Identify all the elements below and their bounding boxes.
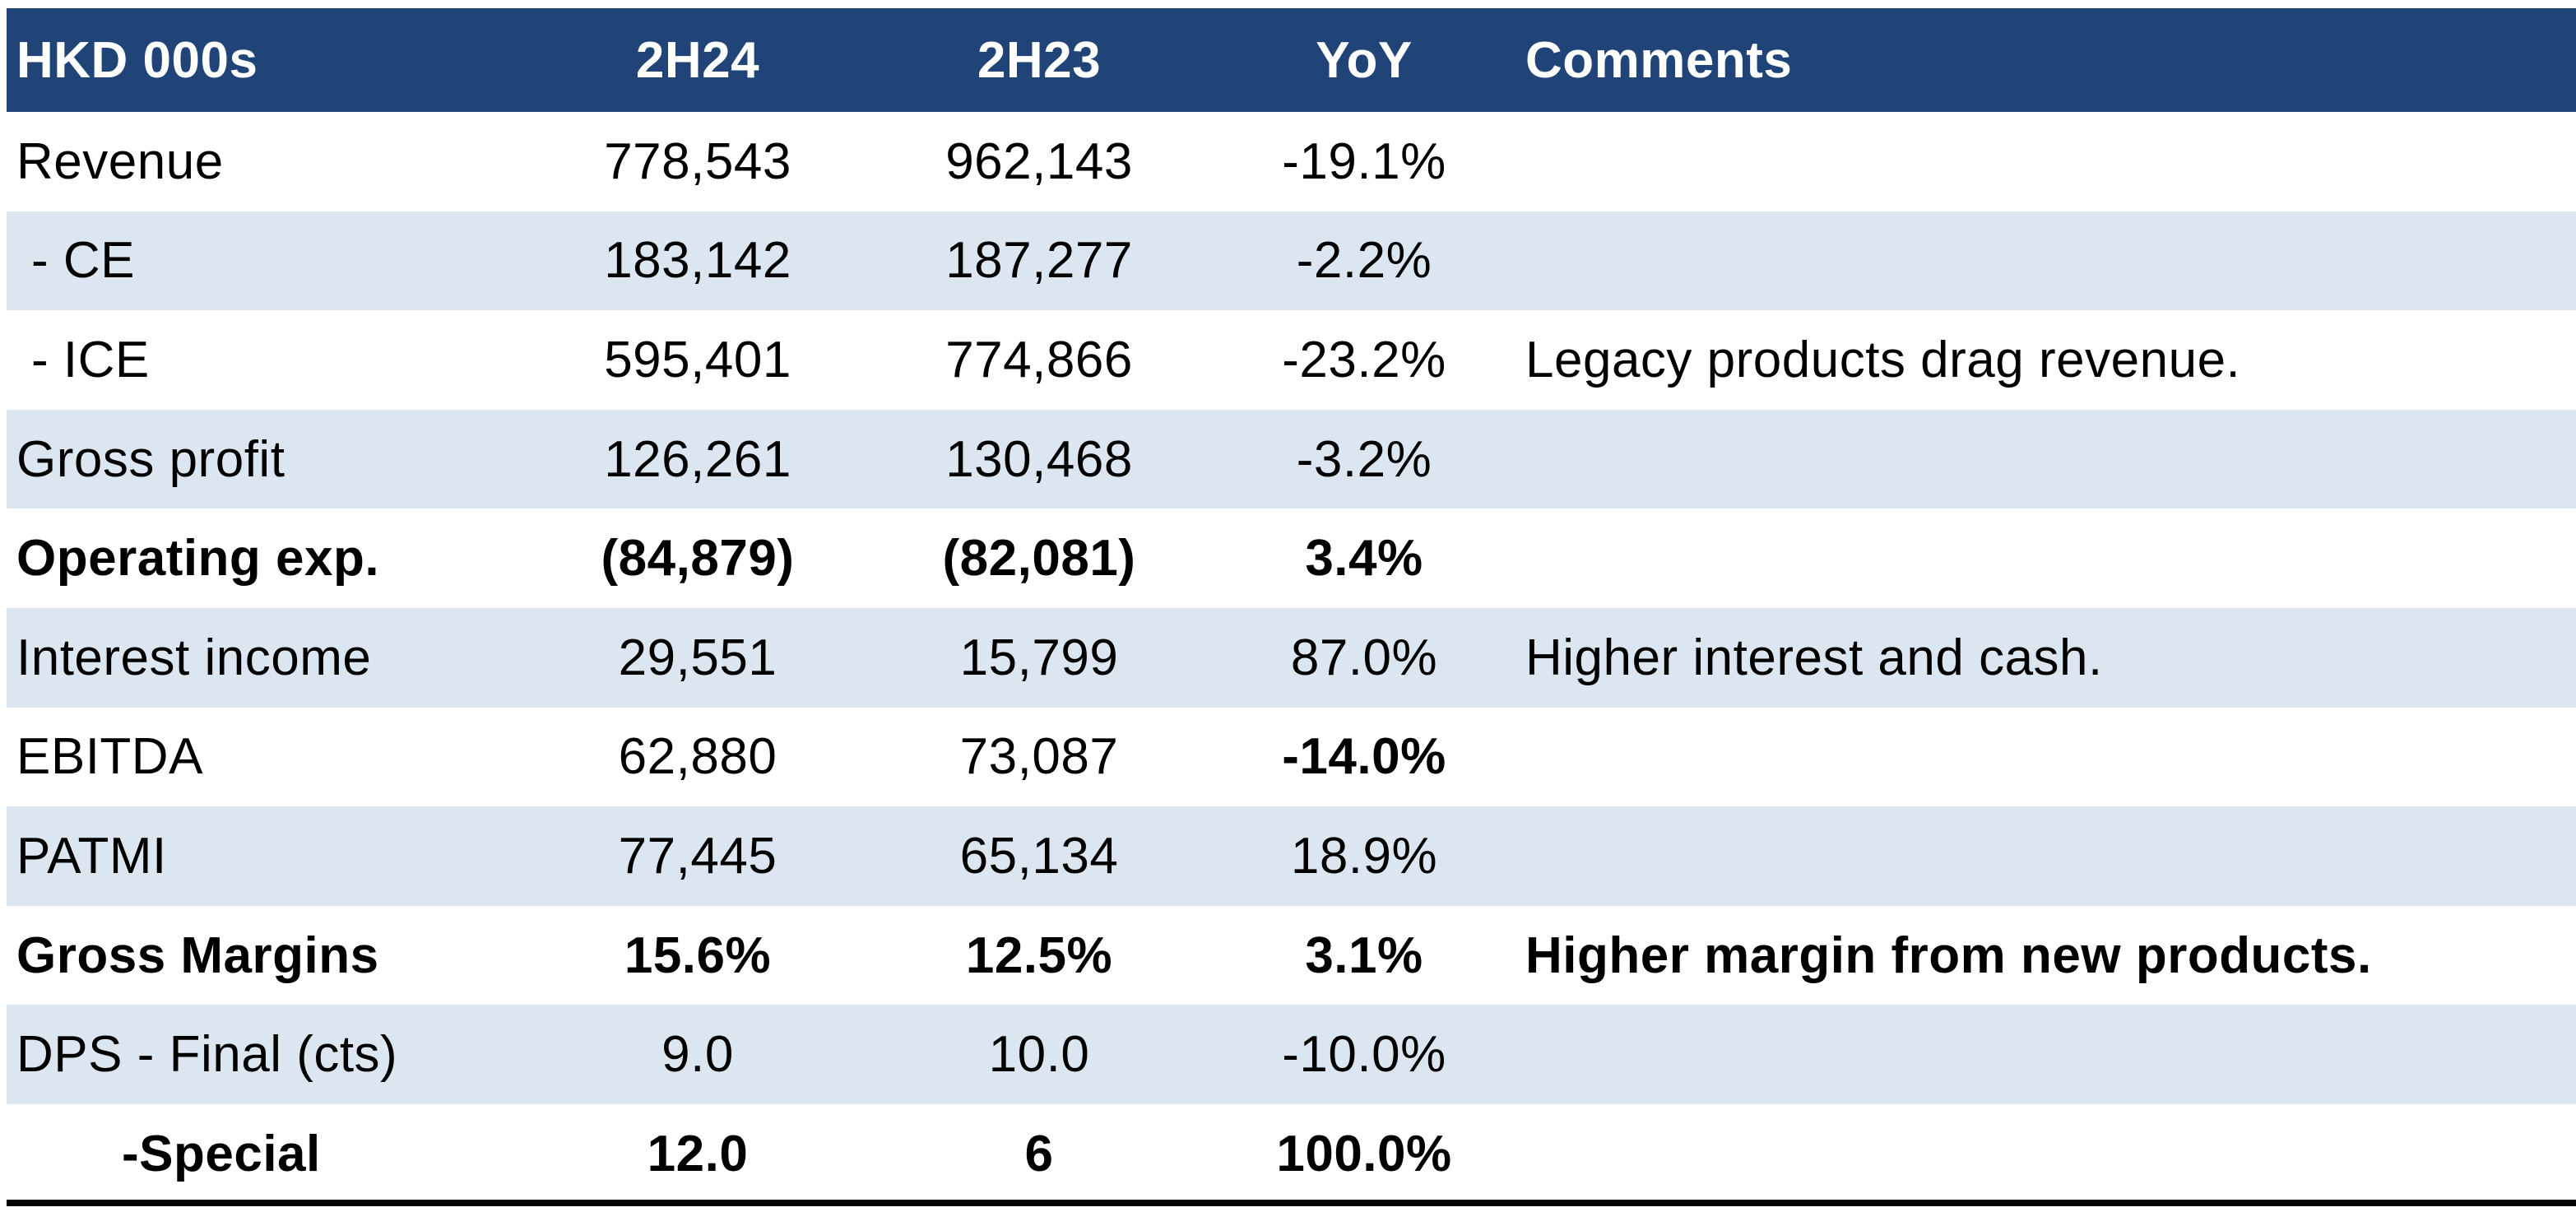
value-2h23: 187,277 [945,232,1133,290]
value-2h24: 595,401 [604,331,791,388]
value-2h24: 126,261 [604,430,791,488]
value-2h23: (82,081) [942,530,1136,587]
row-comment: Higher interest and cash. [1525,629,2103,686]
value-2h24: 778,543 [604,132,791,190]
table-row: DPS - Final (cts) 9.0 10.0 -10.0% [7,1005,2576,1104]
value-2h24: 77,445 [618,827,777,885]
table-row: PATMI 77,445 65,134 18.9% [7,806,2576,906]
value-2h23: 962,143 [945,132,1133,190]
table-row: - ICE 595,401 774,866 -23.2% Legacy prod… [7,310,2576,410]
value-2h24: 12.0 [647,1125,749,1182]
row-label: Gross profit [16,430,285,488]
table-row: Interest income 29,551 15,799 87.0% High… [7,607,2576,708]
value-2h23: 774,866 [945,331,1133,388]
header-cell-2h23: 2H23 [977,31,1102,89]
row-comment [1512,508,2576,608]
value-2h24: 62,880 [618,728,777,786]
value-2h24: 183,142 [604,232,791,290]
value-yoy: 3.4% [1305,530,1423,587]
value-2h24: 15.6% [624,926,772,984]
row-comment [1512,1005,2576,1104]
financial-summary-table: HKD 000s 2H24 2H23 YoY Comments Revenue … [7,8,2576,1204]
row-label: Operating exp. [16,530,380,587]
value-2h23: 130,468 [945,430,1133,488]
header-cell-unit: HKD 000s [16,31,258,89]
row-comment [1512,410,2576,509]
value-2h23: 73,087 [959,728,1119,786]
header-cell-yoy: YoY [1316,31,1413,89]
row-comment [1512,112,2576,211]
row-comment [1512,1104,2576,1204]
row-comment [1512,708,2576,807]
row-label: Revenue [16,132,224,190]
row-comment: Legacy products drag revenue. [1525,331,2241,388]
value-2h24: 9.0 [661,1026,734,1084]
value-yoy: -3.2% [1296,430,1432,488]
header-cell-comments: Comments [1525,31,1793,89]
row-comment [1512,211,2576,311]
table-row: Gross profit 126,261 130,468 -3.2% [7,409,2576,509]
header-cell-2h24: 2H24 [635,31,760,89]
row-label: - CE [31,232,135,290]
table-row: Gross Margins 15.6% 12.5% 3.1% Higher ma… [7,905,2576,1005]
value-2h23: 12.5% [965,926,1113,984]
value-2h23: 15,799 [959,629,1119,686]
value-yoy: -2.2% [1296,232,1432,290]
value-yoy: -10.0% [1282,1026,1446,1084]
value-yoy: -19.1% [1282,132,1446,190]
table-row: Revenue 778,543 962,143 -19.1% [7,112,2576,211]
value-yoy: 100.0% [1276,1125,1452,1182]
row-label: Gross Margins [16,926,379,984]
row-label: -Special [122,1125,321,1182]
row-label: - ICE [31,331,150,388]
value-2h24: 29,551 [618,629,777,686]
value-yoy: -23.2% [1282,331,1446,388]
table-row: - CE 183,142 187,277 -2.2% [7,211,2576,311]
table-row: EBITDA 62,880 73,087 -14.0% [7,707,2576,807]
row-comment: Higher margin from new products. [1525,926,2372,984]
value-2h24: (84,879) [601,530,795,587]
row-comment [1512,806,2576,906]
table-header-row: HKD 000s 2H24 2H23 YoY Comments [7,8,2576,112]
value-2h23: 6 [1024,1125,1054,1182]
row-label: Interest income [16,629,372,686]
value-yoy: 18.9% [1290,827,1438,885]
bottom-rule [7,1200,2576,1206]
row-label: DPS - Final (cts) [16,1026,398,1084]
row-label: EBITDA [16,728,203,786]
value-2h23: 10.0 [988,1026,1090,1084]
value-2h23: 65,134 [959,827,1119,885]
value-yoy: 87.0% [1290,629,1438,686]
value-yoy: 3.1% [1305,926,1423,984]
value-yoy: -14.0% [1282,728,1446,786]
row-label: PATMI [16,827,167,885]
table-row: Operating exp. (84,879) (82,081) 3.4% [7,508,2576,608]
table-row: -Special 12.0 6 100.0% [7,1103,2576,1204]
